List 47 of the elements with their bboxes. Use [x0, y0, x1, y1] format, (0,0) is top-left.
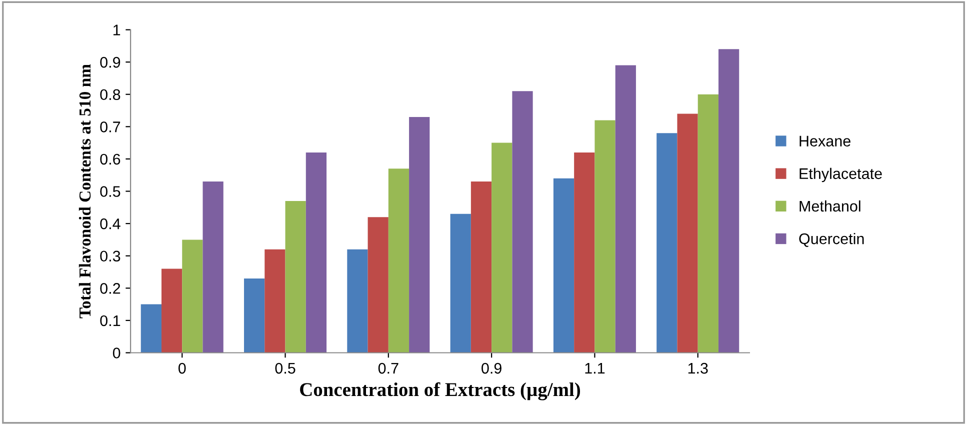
bar	[594, 120, 616, 353]
x-tick-label: 0	[178, 362, 186, 374]
y-tick-label: 0.5	[100, 186, 120, 197]
bar	[161, 268, 182, 353]
bar	[202, 182, 224, 353]
bar	[470, 182, 492, 353]
bar	[718, 49, 740, 353]
bar	[264, 249, 286, 353]
x-tick-label: 0.9	[482, 362, 502, 374]
y-tick-label: 0.9	[100, 56, 120, 68]
bar	[656, 133, 678, 353]
legend-label: Quercetin	[799, 232, 864, 247]
bar	[409, 116, 430, 353]
bar	[368, 217, 388, 353]
legend-label: Ethylacetate	[800, 168, 882, 182]
bar	[450, 214, 471, 353]
bar	[244, 278, 265, 353]
bar	[698, 94, 718, 353]
x-tick-label: 1.3	[688, 362, 708, 374]
y-tick-label: 0.6	[100, 154, 120, 165]
x-axis-title: Concentration of Extracts (µg/ml)	[300, 382, 580, 400]
bar	[388, 168, 410, 353]
bar	[306, 152, 327, 353]
y-tick-label: 0.1	[100, 315, 120, 326]
bar	[347, 249, 368, 353]
bar	[512, 91, 533, 353]
bar	[492, 142, 512, 353]
bar	[677, 114, 698, 353]
bar	[285, 200, 306, 353]
y-tick-label: 0.3	[100, 250, 120, 262]
y-tick-label: 0.7	[100, 122, 120, 132]
legend-label: Methanol	[800, 200, 860, 212]
y-axis-title: Total Flavonoid Contents at 510 nm	[78, 64, 91, 318]
bar	[574, 152, 595, 353]
y-tick-label: 0.4	[100, 218, 120, 230]
bar	[182, 240, 203, 353]
y-tick-label: 1	[113, 24, 120, 36]
x-tick-label: 0.5	[275, 362, 296, 374]
legend-label: Hexane	[800, 136, 850, 146]
bar	[140, 304, 162, 353]
bar	[615, 65, 636, 353]
bar	[553, 178, 574, 353]
y-tick-label: 0	[112, 348, 120, 358]
y-tick-label: 0.8	[100, 89, 120, 100]
y-tick-label: 0.2	[100, 283, 120, 294]
x-tick-label: 0.7	[378, 362, 398, 374]
x-tick-label: 1.1	[585, 363, 605, 374]
